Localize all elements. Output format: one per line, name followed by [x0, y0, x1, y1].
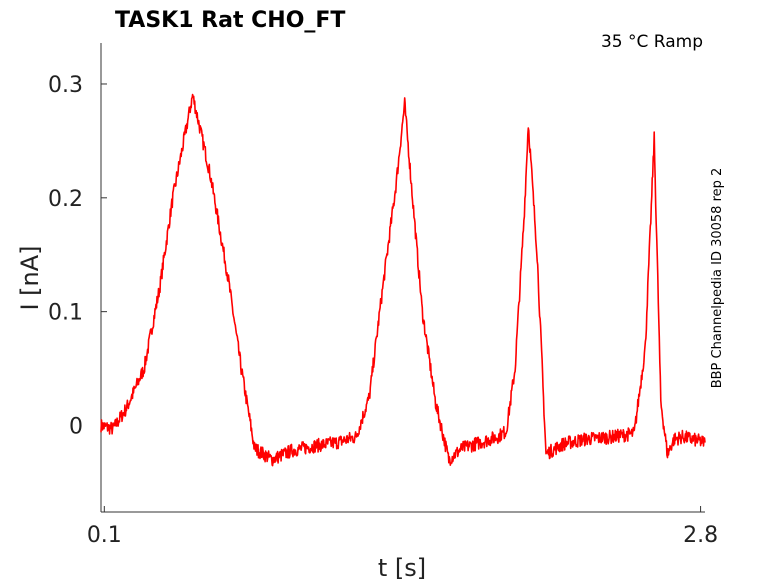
y-axis-title: I [nA]: [16, 245, 44, 310]
channelpedia-id-label: BBP Channelpedia ID 30058 rep 2: [710, 168, 725, 389]
y-ticks: 0 0.1 0.2 0.3: [48, 73, 107, 439]
y-tick-label: 0.1: [48, 301, 83, 326]
y-tick-label: 0.2: [48, 187, 83, 212]
current-trace-line: [100, 93, 706, 467]
x-axis-title: t [s]: [378, 554, 426, 582]
x-ticks: 0.1 2.8: [87, 506, 718, 548]
condition-annotation: 35 °C Ramp: [601, 32, 703, 52]
chart-title: TASK1 Rat CHO_FT: [115, 8, 345, 33]
y-tick-label: 0: [69, 414, 83, 439]
y-tick-label: 0.3: [48, 73, 83, 98]
plot-area: 0 0.1 0.2 0.3 0.1 2.8: [48, 43, 718, 548]
x-tick-label: 0.1: [87, 523, 122, 548]
x-tick-label: 2.8: [683, 523, 718, 548]
